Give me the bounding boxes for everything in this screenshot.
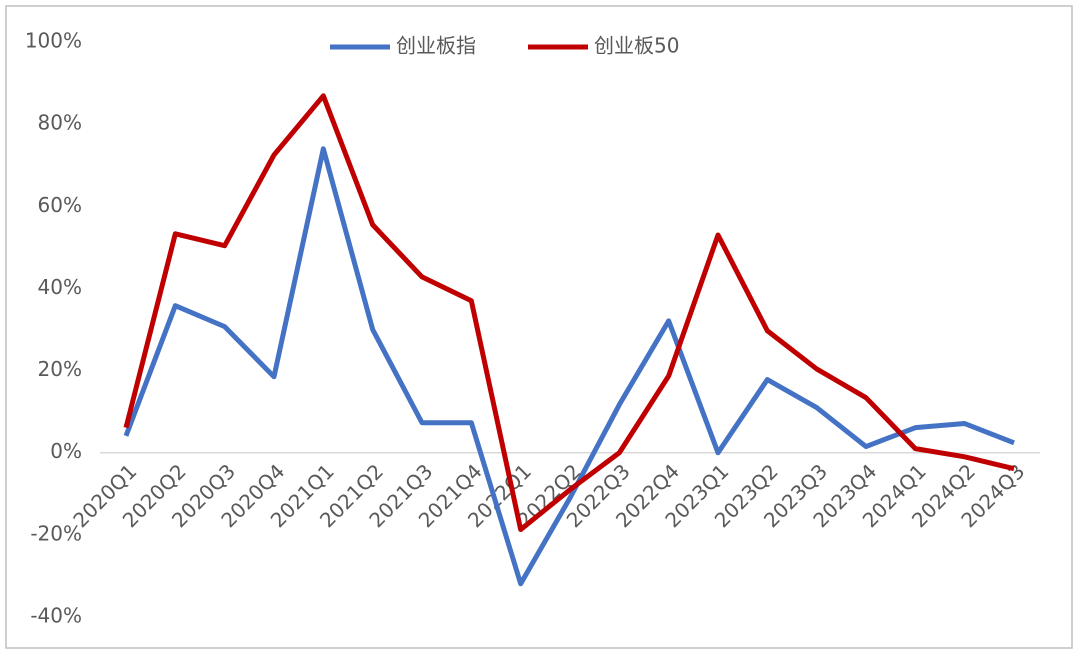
series-line — [123, 93, 1015, 533]
series-line — [123, 146, 1015, 587]
legend-label: 创业板50 — [594, 34, 679, 58]
y-tick-label: 40% — [38, 275, 82, 299]
chart-frame — [5, 5, 1073, 649]
y-tick-label: 60% — [38, 193, 82, 217]
legend-label: 创业板指 — [396, 34, 476, 58]
y-tick-label: 100% — [25, 29, 82, 53]
y-tick-label: 80% — [38, 111, 82, 135]
y-tick-label: -40% — [30, 604, 82, 628]
y-tick-label: 20% — [38, 357, 82, 381]
y-tick-label: -20% — [30, 521, 82, 545]
y-tick-label: 0% — [50, 439, 82, 463]
